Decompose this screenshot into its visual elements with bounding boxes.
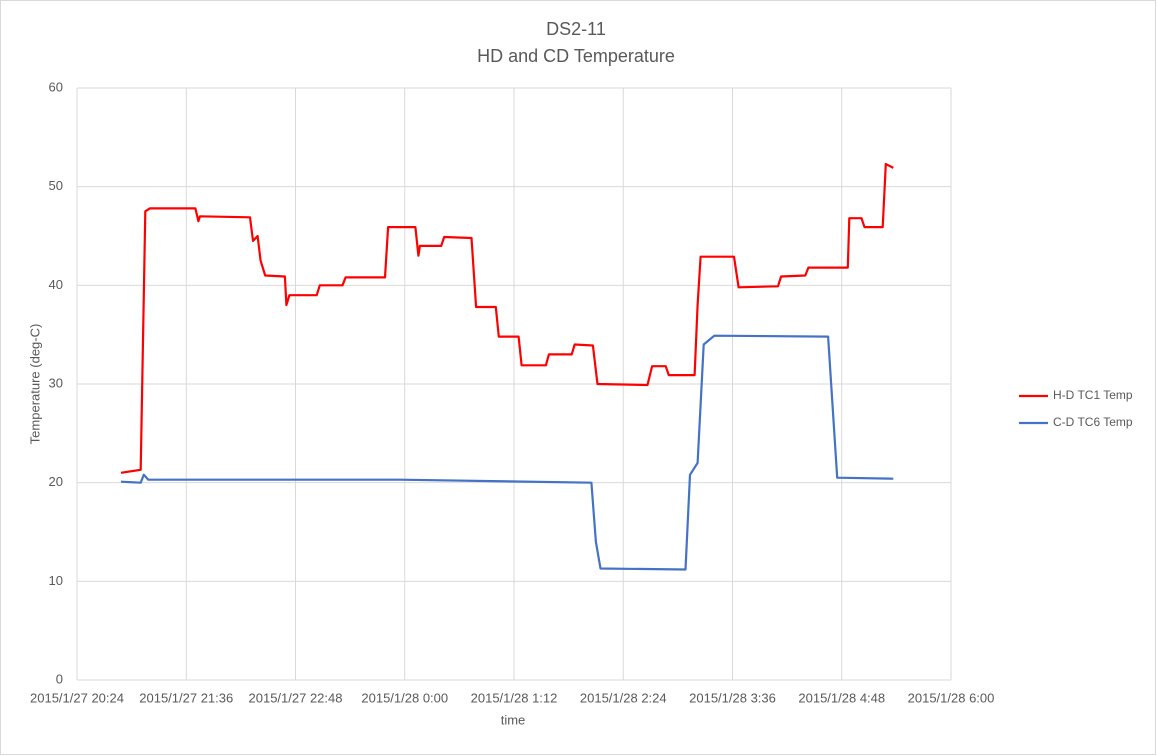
x-tick-label: 2015/1/28 2:24 bbox=[580, 690, 667, 705]
y-tick-label: 40 bbox=[49, 277, 63, 292]
y-axis-label: Temperature (deg-C) bbox=[27, 324, 42, 445]
y-tick-label: 20 bbox=[49, 474, 63, 489]
x-tick-label: 2015/1/27 21:36 bbox=[139, 690, 233, 705]
legend-label: H-D TC1 Temp bbox=[1053, 388, 1133, 402]
x-tick-label: 2015/1/28 3:36 bbox=[689, 690, 776, 705]
line bbox=[120, 334, 894, 571]
x-axis-label: time bbox=[501, 712, 526, 727]
x-tick-label: 2015/1/28 1:12 bbox=[471, 690, 558, 705]
y-tick-label: 30 bbox=[49, 375, 63, 390]
chart-title: DS2-11 bbox=[546, 19, 606, 39]
y-tick-label: 10 bbox=[49, 573, 63, 588]
line bbox=[120, 162, 894, 474]
x-tick-label: 2015/1/28 6:00 bbox=[908, 690, 995, 705]
y-tick-label: 50 bbox=[49, 178, 63, 193]
chart-subtitle: HD and CD Temperature bbox=[477, 46, 675, 66]
legend-label: C-D TC6 Temp bbox=[1053, 415, 1133, 429]
x-tick-label: 2015/1/27 20:24 bbox=[30, 690, 124, 705]
x-tick-label: 2015/1/28 0:00 bbox=[361, 690, 448, 705]
x-tick-label: 2015/1/28 4:48 bbox=[798, 690, 885, 705]
y-tick-label: 0 bbox=[56, 671, 63, 686]
x-tick-label: 2015/1/27 22:48 bbox=[249, 690, 343, 705]
y-tick-label: 60 bbox=[49, 79, 63, 94]
